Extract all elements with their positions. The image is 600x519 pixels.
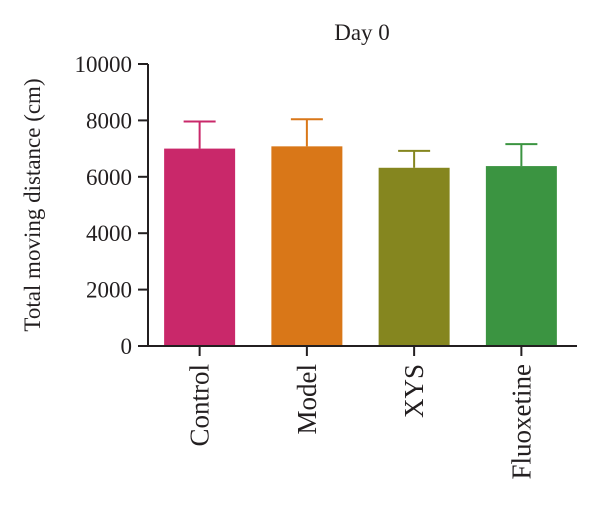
bar-fluoxetine [485, 166, 557, 346]
bar-xys [378, 167, 450, 346]
y-tick-label: 10000 [75, 52, 133, 77]
y-tick-label: 6000 [86, 165, 132, 190]
error-bars-group [183, 118, 538, 168]
x-category-label: Control [185, 364, 215, 447]
x-ticks-group: Control Model XYS Fluoxetine [185, 346, 536, 480]
chart-title: Day 0 [334, 20, 390, 45]
y-tick-label: 4000 [86, 221, 132, 246]
y-tick-label: 8000 [86, 108, 132, 133]
y-tick-label: 2000 [86, 278, 132, 303]
x-category-label: XYS [399, 364, 429, 418]
y-tick-label: 0 [121, 334, 133, 359]
x-category-label: Model [292, 364, 322, 435]
x-category-label: Fluoxetine [506, 364, 536, 480]
bar-control [164, 148, 236, 346]
bars-group [164, 146, 557, 346]
bar-model [271, 146, 343, 346]
y-ticks-group: 0 2000 4000 6000 8000 10000 [75, 52, 148, 359]
y-axis-label: Total moving distance (cm) [20, 78, 45, 331]
